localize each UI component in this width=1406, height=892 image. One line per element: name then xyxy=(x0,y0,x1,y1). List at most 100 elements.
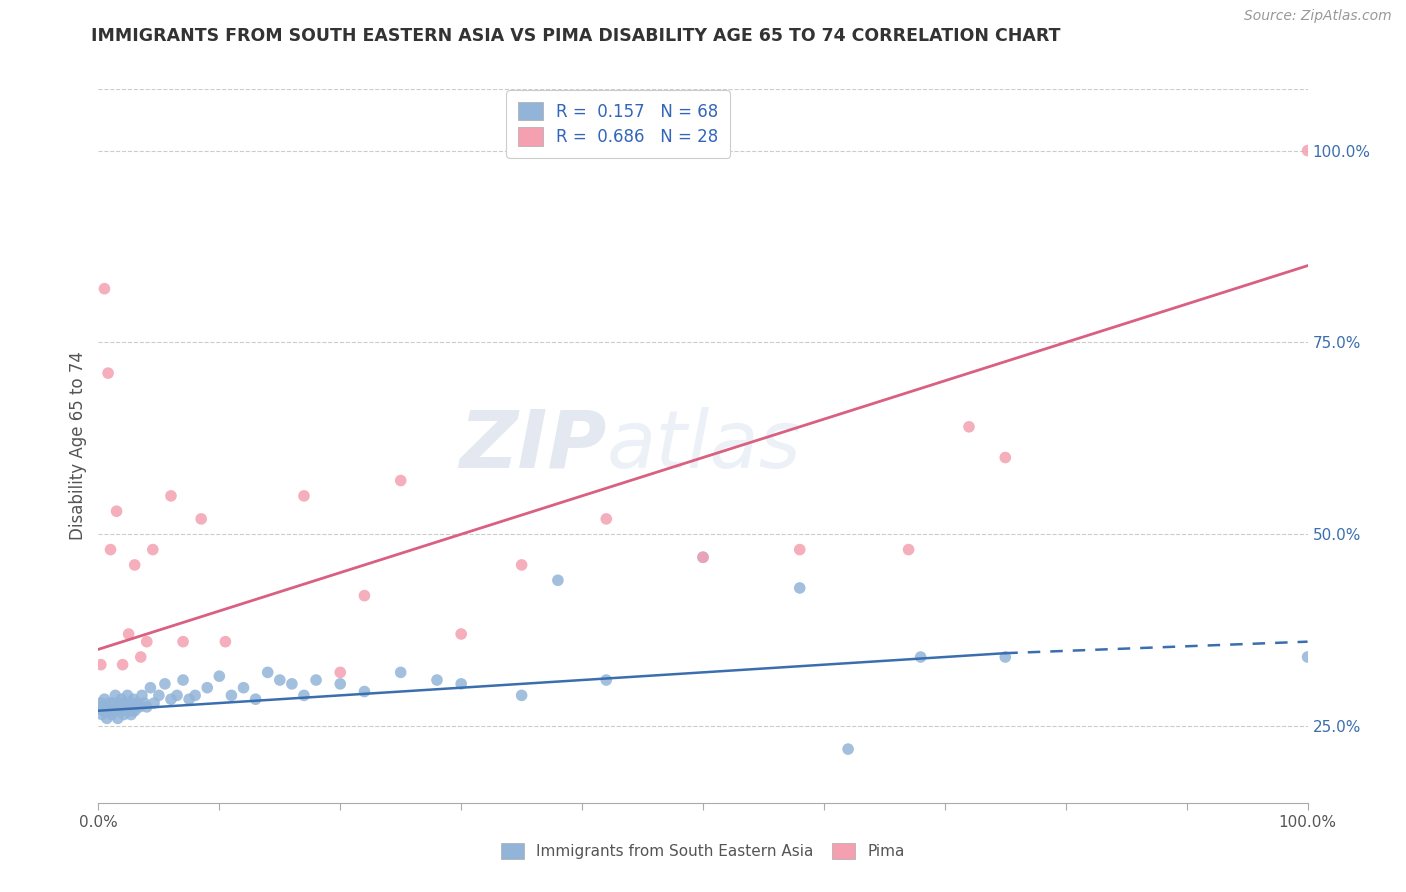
Point xyxy=(172,634,194,648)
Point xyxy=(89,699,111,714)
Point xyxy=(510,689,533,703)
Point xyxy=(128,699,150,714)
Point xyxy=(96,711,118,725)
Point xyxy=(103,704,125,718)
Point xyxy=(450,677,472,691)
Point xyxy=(195,681,218,695)
Point xyxy=(184,689,207,703)
Point xyxy=(118,627,141,641)
Point xyxy=(957,419,980,434)
Point xyxy=(1296,144,1319,158)
Point xyxy=(190,512,212,526)
Point xyxy=(329,665,352,680)
Point xyxy=(97,699,120,714)
Point xyxy=(100,704,122,718)
Point xyxy=(353,589,375,603)
Point xyxy=(910,650,932,665)
Point xyxy=(90,696,112,710)
Text: IMMIGRANTS FROM SOUTH EASTERN ASIA VS PIMA DISABILITY AGE 65 TO 74 CORRELATION C: IMMIGRANTS FROM SOUTH EASTERN ASIA VS PI… xyxy=(91,27,1062,45)
Point xyxy=(329,677,352,691)
Point xyxy=(118,696,141,710)
Point xyxy=(221,689,243,703)
Point xyxy=(292,489,315,503)
Point xyxy=(172,673,194,687)
Point xyxy=(994,650,1017,665)
Point xyxy=(134,696,156,710)
Point xyxy=(90,657,112,672)
Point xyxy=(789,581,811,595)
Point xyxy=(837,742,859,756)
Point xyxy=(122,692,145,706)
Point xyxy=(305,673,328,687)
Point xyxy=(107,711,129,725)
Point xyxy=(214,634,236,648)
Point xyxy=(121,704,143,718)
Point xyxy=(93,282,115,296)
Point xyxy=(245,692,267,706)
Legend: Immigrants from South Eastern Asia, Pima: Immigrants from South Eastern Asia, Pima xyxy=(494,835,912,866)
Point xyxy=(124,558,146,572)
Point xyxy=(91,707,114,722)
Text: atlas: atlas xyxy=(606,407,801,485)
Point xyxy=(510,558,533,572)
Point xyxy=(547,574,569,588)
Point xyxy=(98,696,121,710)
Point xyxy=(100,542,122,557)
Point xyxy=(124,704,146,718)
Point xyxy=(110,692,132,706)
Text: Source: ZipAtlas.com: Source: ZipAtlas.com xyxy=(1244,9,1392,23)
Point xyxy=(256,665,278,680)
Point xyxy=(127,696,149,710)
Point xyxy=(129,650,152,665)
Point xyxy=(135,699,157,714)
Point xyxy=(143,696,166,710)
Point xyxy=(131,689,153,703)
Y-axis label: Disability Age 65 to 74: Disability Age 65 to 74 xyxy=(69,351,87,541)
Point xyxy=(426,673,449,687)
Point xyxy=(108,696,131,710)
Point xyxy=(692,550,714,565)
Point xyxy=(789,542,811,557)
Point xyxy=(450,627,472,641)
Text: ZIP: ZIP xyxy=(458,407,606,485)
Point xyxy=(111,657,134,672)
Point xyxy=(389,665,412,680)
Point xyxy=(117,689,139,703)
Point xyxy=(97,366,120,380)
Point xyxy=(111,704,134,718)
Point xyxy=(389,474,412,488)
Point xyxy=(105,504,128,518)
Point xyxy=(114,696,136,710)
Point xyxy=(101,696,124,710)
Point xyxy=(292,689,315,703)
Point xyxy=(139,681,162,695)
Point xyxy=(118,704,141,718)
Point xyxy=(595,673,617,687)
Point xyxy=(120,707,142,722)
Point xyxy=(208,669,231,683)
Point xyxy=(135,634,157,648)
Point xyxy=(108,704,131,718)
Point xyxy=(115,699,138,714)
Point xyxy=(281,677,304,691)
Point xyxy=(232,681,254,695)
Point xyxy=(142,542,165,557)
Point xyxy=(104,689,127,703)
Point xyxy=(160,489,183,503)
Point xyxy=(595,512,617,526)
Point xyxy=(353,684,375,698)
Point xyxy=(179,692,201,706)
Point xyxy=(1296,650,1319,665)
Point xyxy=(105,699,128,714)
Point xyxy=(897,542,920,557)
Point xyxy=(91,704,114,718)
Point xyxy=(93,692,115,706)
Point xyxy=(994,450,1017,465)
Point xyxy=(100,707,122,722)
Point xyxy=(166,689,188,703)
Point xyxy=(160,692,183,706)
Point xyxy=(148,689,170,703)
Point xyxy=(692,550,714,565)
Point xyxy=(94,704,117,718)
Point xyxy=(112,707,135,722)
